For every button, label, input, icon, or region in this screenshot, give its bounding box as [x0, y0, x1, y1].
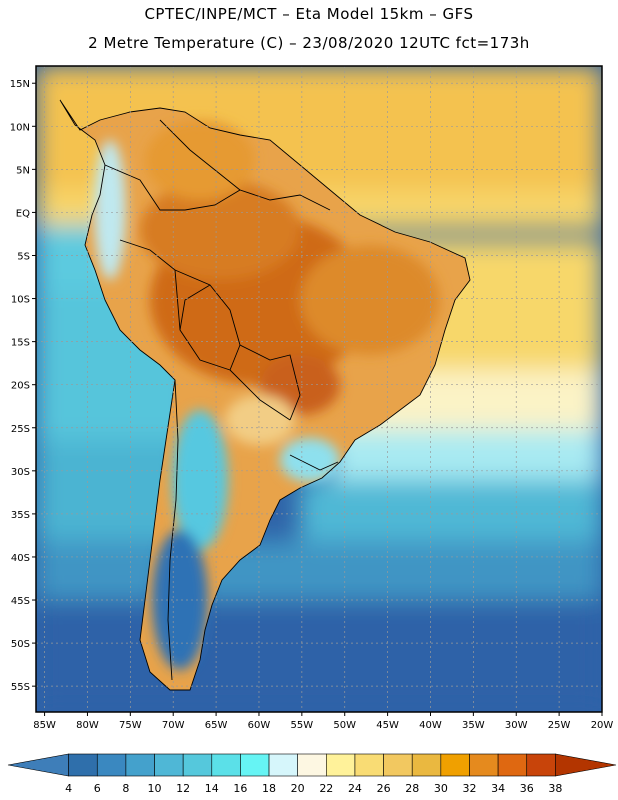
lat-tick-label: 55S	[11, 682, 30, 693]
colorbar-label: 10	[148, 782, 162, 795]
argentina-chile-border	[167, 379, 179, 681]
lat-tick-label: 35S	[11, 510, 30, 521]
colorbar-swatch	[469, 753, 499, 777]
chart-title: CPTEC/INPE/MCT – Eta Model 15km – GFS	[144, 5, 474, 23]
lat-tick-label: EQ	[16, 208, 30, 219]
colorbar-label: 12	[176, 782, 190, 795]
colorbar-label: 14	[205, 782, 219, 795]
colorbar-swatch	[125, 753, 155, 777]
country-borders	[59, 99, 471, 691]
lat-tick-label: 5S	[17, 251, 30, 262]
colorbar-swatch	[354, 753, 384, 777]
colorbar-swatch	[240, 753, 270, 777]
colorbar-swatch	[297, 753, 327, 777]
colorbar-label: 8	[122, 782, 129, 795]
colorbar-swatch	[96, 753, 127, 777]
colorbar-label: 36	[520, 782, 534, 795]
lon-tick-label: 75W	[119, 720, 142, 731]
colorbar-swatch	[154, 753, 184, 777]
colorbar-label: 28	[405, 782, 419, 795]
bolivia-border	[179, 284, 241, 371]
lat-tick-label: 50S	[11, 639, 30, 650]
lat-tick-label: 15S	[11, 338, 30, 349]
colorbar-swatch	[526, 753, 556, 777]
lon-tick-label: 40W	[419, 720, 442, 731]
colombia-venezuela-border	[104, 119, 241, 211]
colorbar-swatch	[326, 753, 356, 777]
lon-tick-label: 20W	[591, 720, 614, 731]
chart-subtitle: 2 Metre Temperature (C) – 23/08/2020 12U…	[88, 34, 530, 52]
colorbar-label: 24	[348, 782, 362, 795]
colorbar-label: 32	[462, 782, 476, 795]
lon-tick-label: 55W	[291, 720, 314, 731]
lat-tick-label: 20S	[11, 381, 30, 392]
lon-tick-label: 65W	[205, 720, 228, 731]
colorbar-swatch	[211, 753, 241, 777]
lat-tick-label: 5N	[16, 165, 30, 176]
lat-tick-label: 30S	[11, 467, 30, 478]
colorbar-label: 38	[548, 782, 562, 795]
lon-tick-label: 45W	[376, 720, 399, 731]
paraguay-uruguay-border	[229, 369, 339, 471]
lon-tick-label: 85W	[33, 720, 56, 731]
colorbar-swatch	[497, 753, 528, 777]
lon-tick-label: 35W	[462, 720, 485, 731]
colorbar-label: 30	[434, 782, 448, 795]
colorbar: 4 6 8 10 12 14 16 18 20 22 24 26 28 30 32 34 36 38	[7, 753, 617, 795]
colorbar-swatch	[383, 753, 413, 777]
colorbar-label: 6	[94, 782, 101, 795]
lat-tick-label: 45S	[11, 596, 30, 607]
colorbar-label: 4	[65, 782, 72, 795]
lon-tick-label: 70W	[162, 720, 185, 731]
lat-tick-label: 15N	[10, 79, 30, 90]
longitude-axis: 85W 80W 75W 70W 65W 60W 55W 50W 45W 40W 35W 30W 25W 2…	[33, 712, 613, 731]
lon-tick-label: 60W	[248, 720, 271, 731]
lon-tick-label: 50W	[333, 720, 356, 731]
latitude-axis: 15N 10N 5N EQ 5S 10S 15S 20S 25S 30S 35S 40S 45S 50S 5…	[10, 79, 36, 693]
graticule	[36, 66, 602, 712]
lon-tick-label: 25W	[548, 720, 571, 731]
colorbar-label: 18	[262, 782, 276, 795]
colorbar-swatch	[440, 753, 470, 777]
map-panel	[36, 66, 602, 712]
colorbar-swatch	[68, 753, 98, 777]
colorbar-swatch	[268, 753, 298, 777]
brazil-border	[174, 189, 331, 421]
land-temperature-field	[60, 100, 470, 690]
lon-tick-label: 30W	[505, 720, 528, 731]
colorbar-label: 22	[319, 782, 333, 795]
colorbar-label: 20	[291, 782, 305, 795]
colorbar-arrow-low	[7, 753, 69, 777]
lat-tick-label: 10S	[11, 295, 30, 306]
lat-tick-label: 10N	[10, 122, 30, 133]
colorbar-swatch	[182, 753, 213, 777]
lat-tick-label: 25S	[11, 424, 30, 435]
colorbar-label: 34	[491, 782, 505, 795]
colorbar-swatch	[411, 753, 442, 777]
lon-tick-label: 80W	[76, 720, 99, 731]
colorbar-arrow-high	[555, 753, 617, 777]
peru-border	[119, 239, 181, 331]
colorbar-label: 26	[377, 782, 391, 795]
colorbar-label: 16	[233, 782, 247, 795]
map-frame	[35, 65, 603, 713]
lat-tick-label: 40S	[11, 553, 30, 564]
coastline	[59, 99, 471, 691]
